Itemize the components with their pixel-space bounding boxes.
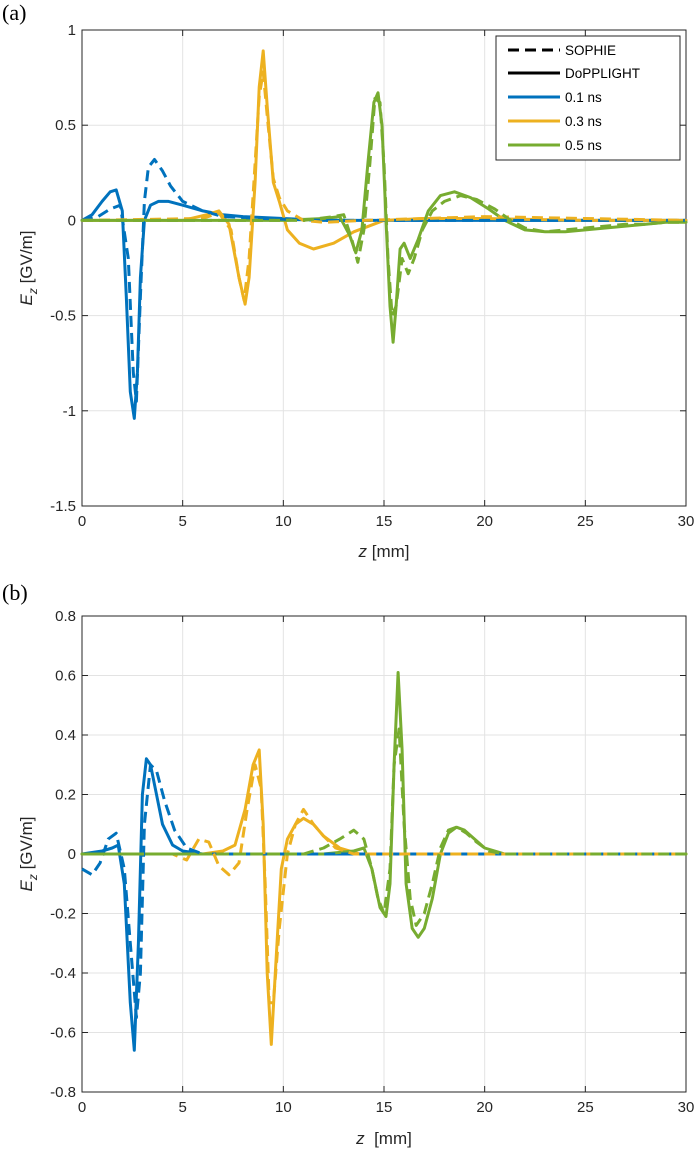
y-axis-sub-a: z [26,288,40,295]
x-tick-label-b: 0 [78,1099,86,1116]
y-tick-label-b: -0.2 [50,906,76,923]
x-tick-label-b: 10 [275,1099,292,1116]
series-03ns-sophie-a [81,70,687,302]
y-axis-var-b: E [17,879,36,891]
x-axis-label-b: z [mm] [355,1129,412,1148]
series-05ns-dopplight-a [80,91,688,344]
x-tick-label-a: 0 [78,513,86,530]
y-tick-label-a: -1 [63,403,76,420]
y-tick-label-b: -0.6 [50,1025,76,1042]
y-axis-sub-b: z [26,874,40,881]
y-tick-label-a: -1.5 [50,498,76,515]
ticks-a: 0 5 10 15 20 25 30 -1.5 -1 -0.5 0 0.5 1 [50,22,694,530]
legend-label-sophie: SOPHIE [565,43,616,58]
series-05ns-sophie-a [82,97,686,318]
y-tick-label-b: -0.4 [50,965,76,982]
y-axis-label-a: Ez [GV/m] [17,231,40,306]
x-axis-label-a: z [mm] [358,542,410,561]
x-tick-label-a: 5 [178,513,186,530]
panel-label-a: (a) [2,0,26,25]
x-tick-label-a: 30 [678,513,695,530]
x-tick-label-b: 30 [678,1099,695,1116]
x-tick-label-a: 10 [275,513,292,530]
y-tick-label-a: 0 [68,212,76,229]
series-b [80,671,688,1052]
series-a [80,49,688,420]
panel-a: (a) 0 5 10 15 20 25 30 -1.5 -1 -0.5 0 0.5 1 z [mm] E… [2,0,694,561]
x-tick-label-a: 15 [376,513,393,530]
y-tick-label-b: 0.4 [55,727,76,744]
y-axis-label-b: Ez [GV/m] [17,817,40,892]
y-tick-label-b: 0 [68,846,76,863]
series-03ns-sophie-b [82,763,686,1005]
series-01ns-sophie-a [81,158,686,403]
series-01ns-sophie-b [81,763,686,1020]
legend-label-0-3ns: 0.3 ns [565,114,602,129]
legend-label-dopplight: DoPPLIGHT [565,66,640,81]
y-tick-label-b: 0.2 [55,787,76,804]
y-axis-var-a: E [17,293,36,305]
panel-label-b: (b) [2,580,28,605]
x-tick-label-b: 25 [577,1099,594,1116]
x-axis-unit-b: [mm] [365,1129,412,1148]
x-axis-var-a: z [358,542,368,561]
legend: SOPHIE DoPPLIGHT 0.1 ns 0.3 ns 0.5 ns [495,35,681,161]
x-tick-label-b: 15 [376,1099,393,1116]
y-tick-label-b: 0.6 [55,668,76,685]
ticks-b: 0 5 10 15 20 25 30 -0.8 -0.6 -0.4 -0.2 0 0.2 0.4 0.6 0.… [50,608,694,1116]
x-axis-unit-a: [mm] [367,542,410,561]
series-01ns-dopplight-a [80,188,688,420]
panel-b: (b) 0 5 10 15 20 25 30-0.8-0.6-0.4-0.200.20.40… [2,580,694,1148]
x-tick-label-b: 5 [178,1099,186,1116]
legend-label-0-5ns: 0.5 ns [565,138,602,153]
series-05ns-sophie-b [82,727,686,927]
y-tick-label-a: -0.5 [50,308,76,325]
legend-label-0-1ns: 0.1 ns [565,90,602,105]
y-axis-unit-b: [GV/m] [17,817,36,875]
x-tick-label-a: 20 [476,513,493,530]
y-tick-label-a: 1 [68,22,76,39]
y-tick-label-b: -0.8 [50,1084,76,1101]
y-tick-label-a: 0.5 [55,117,76,134]
x-tick-label-b: 20 [476,1099,493,1116]
y-axis-unit-a: [GV/m] [17,231,36,289]
x-tick-label-a: 25 [577,513,594,530]
x-axis-var-b: z [355,1129,365,1148]
y-tick-label-b: 0.8 [55,608,76,625]
